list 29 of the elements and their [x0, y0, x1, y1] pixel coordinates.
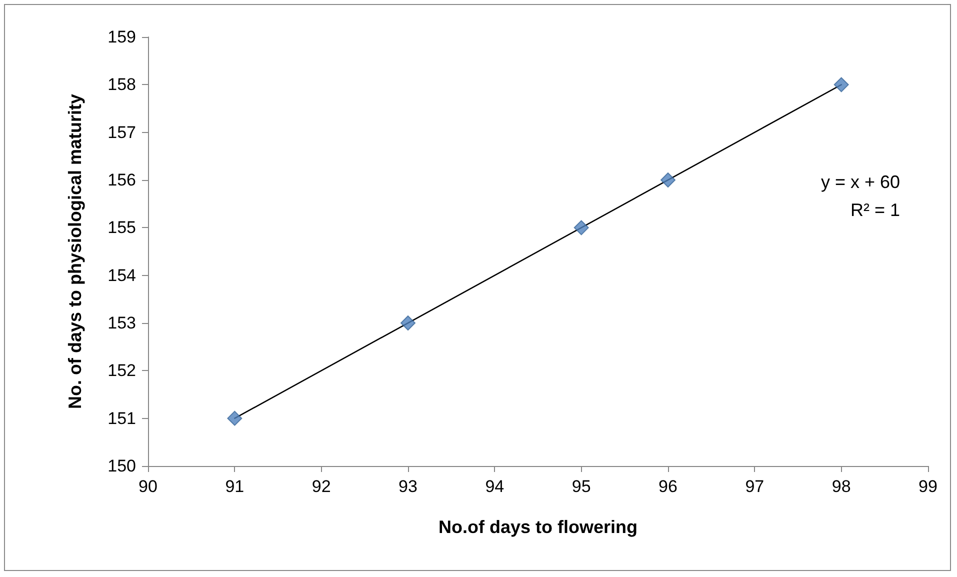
annotation: y = x + 60 [820, 172, 900, 192]
annotation: R² = 1 [850, 200, 900, 220]
x-tick-label: 94 [485, 477, 504, 496]
point [660, 172, 676, 188]
y-tick-label: 154 [108, 266, 136, 285]
y-tick-label: 159 [108, 28, 136, 46]
x-tick-label: 92 [312, 477, 331, 496]
x-tick-label: 96 [658, 477, 678, 496]
y-tick-label: 155 [108, 218, 136, 238]
y-tick-label: 152 [108, 361, 136, 380]
point [227, 410, 242, 426]
y-tick-label: 151 [108, 408, 136, 428]
y-tick-label: 158 [108, 75, 136, 94]
point [400, 316, 416, 330]
point [574, 220, 589, 236]
x-tick-label: 98 [832, 477, 851, 496]
y-tick-label: 157 [108, 122, 136, 142]
x-axis-title: No.of days to flowering [438, 517, 638, 537]
x-tick-label: 95 [572, 477, 591, 496]
x-tick-label: 99 [918, 477, 938, 496]
y-tick-label: 156 [108, 170, 136, 190]
x-tick-label: 93 [398, 477, 418, 496]
y-tick-label: 150 [108, 456, 136, 476]
x-tick-label: 91 [225, 477, 244, 496]
x-tick-label: 90 [138, 477, 158, 496]
x-tick-label: 97 [745, 477, 764, 496]
point [834, 77, 849, 92]
y-axis-title: No. of days to physiological maturity [65, 94, 85, 410]
y-tick-label: 153 [108, 314, 136, 332]
